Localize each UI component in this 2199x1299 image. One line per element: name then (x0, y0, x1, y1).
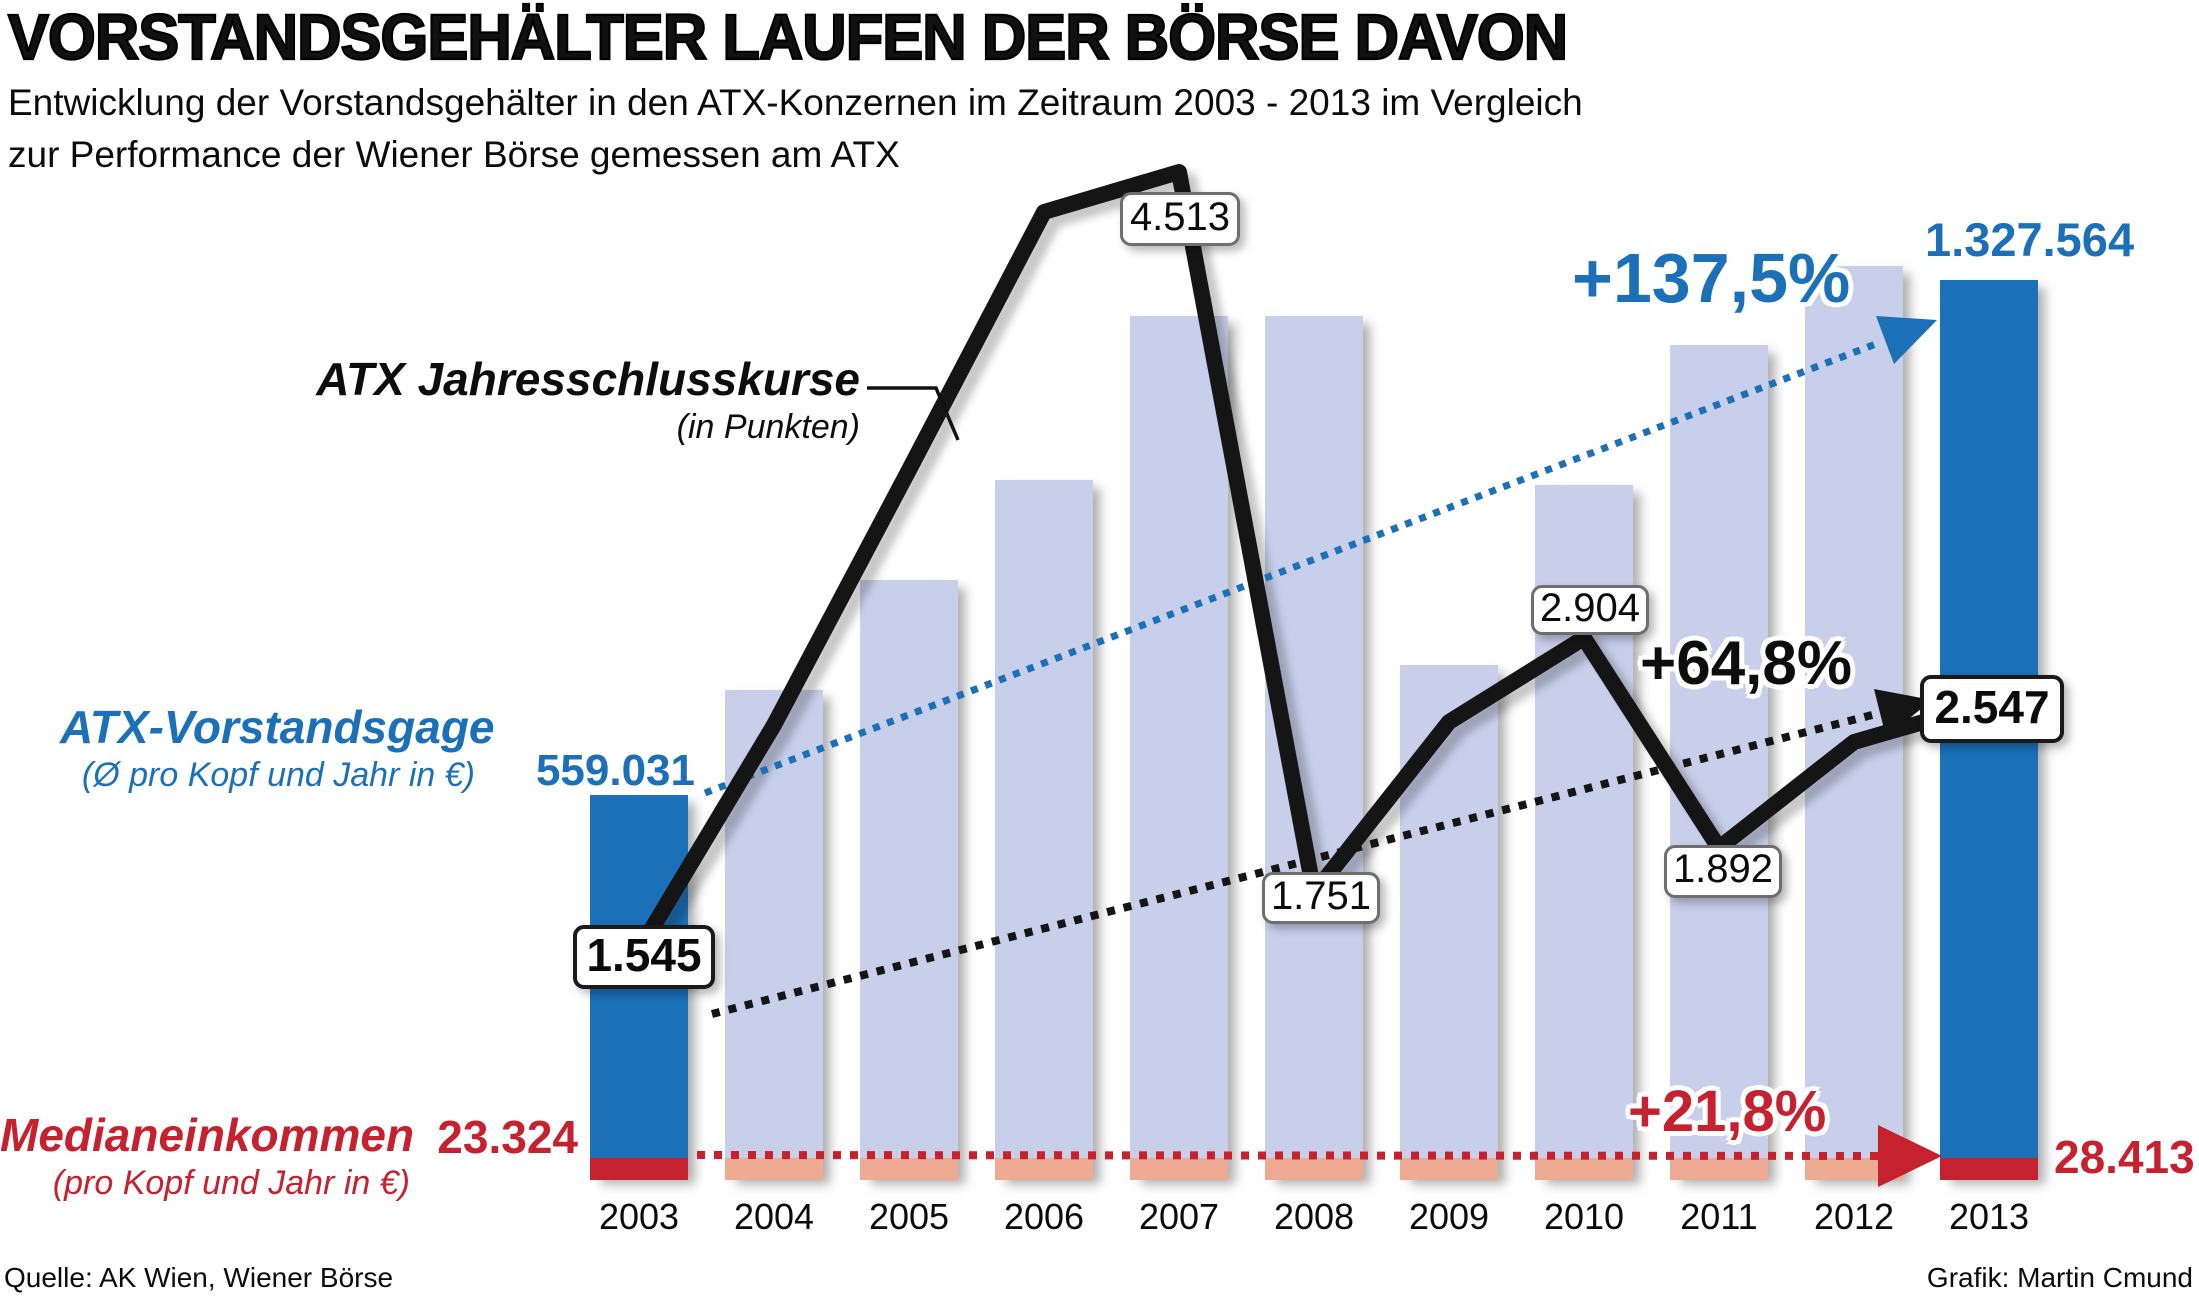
value-box-1751: 1.751 (1262, 872, 1380, 924)
value-box-1892: 1.892 (1664, 844, 1782, 898)
source-credit: Quelle: AK Wien, Wiener Börse (4, 1262, 394, 1293)
median-end-value: 28.413 (2054, 1131, 2195, 1183)
year-label-2009: 2009 (1408, 1196, 1490, 1237)
year-label-2010: 2010 (1543, 1196, 1625, 1237)
atx-line-series-label: ATX Jahresschlusskurse (in Punkten) (260, 356, 860, 444)
median-segment-2005 (860, 1158, 958, 1180)
value-box-2904: 2.904 (1531, 585, 1649, 635)
median-segment-2011 (1670, 1158, 1768, 1180)
year-label-2008: 2008 (1273, 1196, 1355, 1237)
gage-label: ATX-Vorstandsgage (60, 701, 495, 753)
graphic-credit: Grafik: Martin Cmund (1926, 1262, 2193, 1293)
atx-change-label: +64,8% (1640, 629, 1853, 698)
subtitle-line-1: Entwicklung der Vorstandsgehälter in den… (8, 82, 1583, 123)
median-start-value: 23.324 (437, 1111, 578, 1163)
median-series-label: Medianeinkommen (pro Kopf und Jahr in €) (0, 1109, 415, 1202)
year-label-2006: 2006 (1003, 1196, 1085, 1237)
median-change-label: +21,8% (1628, 1079, 1827, 1144)
value-box-2547: 2.547 (1920, 675, 2064, 743)
median-segment-2008 (1265, 1158, 1363, 1180)
year-label-2004: 2004 (733, 1196, 815, 1237)
gage-sublabel: (Ø pro Kopf und Jahr in €) (81, 756, 475, 794)
gage-change-label: +137,5% (1572, 239, 1851, 317)
median-segment-2009 (1400, 1158, 1498, 1180)
median-segment-2003 (590, 1158, 688, 1180)
year-label-2013: 2013 (1948, 1196, 2030, 1237)
median-segment-2013 (1940, 1158, 2038, 1180)
value-box-1545: 1.545 (573, 925, 715, 989)
gage-series-label: ATX-Vorstandsgage (Ø pro Kopf und Jahr i… (60, 701, 495, 794)
median-segment-2004 (725, 1158, 823, 1180)
year-label-2012: 2012 (1813, 1196, 1895, 1237)
year-label-2003: 2003 (598, 1196, 680, 1237)
year-label-2011: 2011 (1680, 1196, 1758, 1237)
atx-line-sublabel: (in Punkten) (676, 408, 860, 446)
year-label-2005: 2005 (868, 1196, 950, 1237)
median-segment-2006 (995, 1158, 1093, 1180)
median-segment-2007 (1130, 1158, 1228, 1180)
year-label-2007: 2007 (1138, 1196, 1220, 1237)
median-sublabel: (pro Kopf und Jahr in €) (52, 1164, 410, 1202)
median-label: Medianeinkommen (0, 1109, 415, 1161)
page-title: VORSTANDSGEHÄLTER LAUFEN DER BÖRSE DAVON (7, 0, 1569, 74)
gage-start-value: 559.031 (535, 746, 695, 795)
gage-end-value: 1.327.564 (1925, 213, 2135, 266)
atx-line-label: ATX Jahresschlusskurse (316, 353, 860, 405)
value-box-4513: 4.513 (1120, 192, 1240, 246)
median-segment-2010 (1535, 1158, 1633, 1180)
